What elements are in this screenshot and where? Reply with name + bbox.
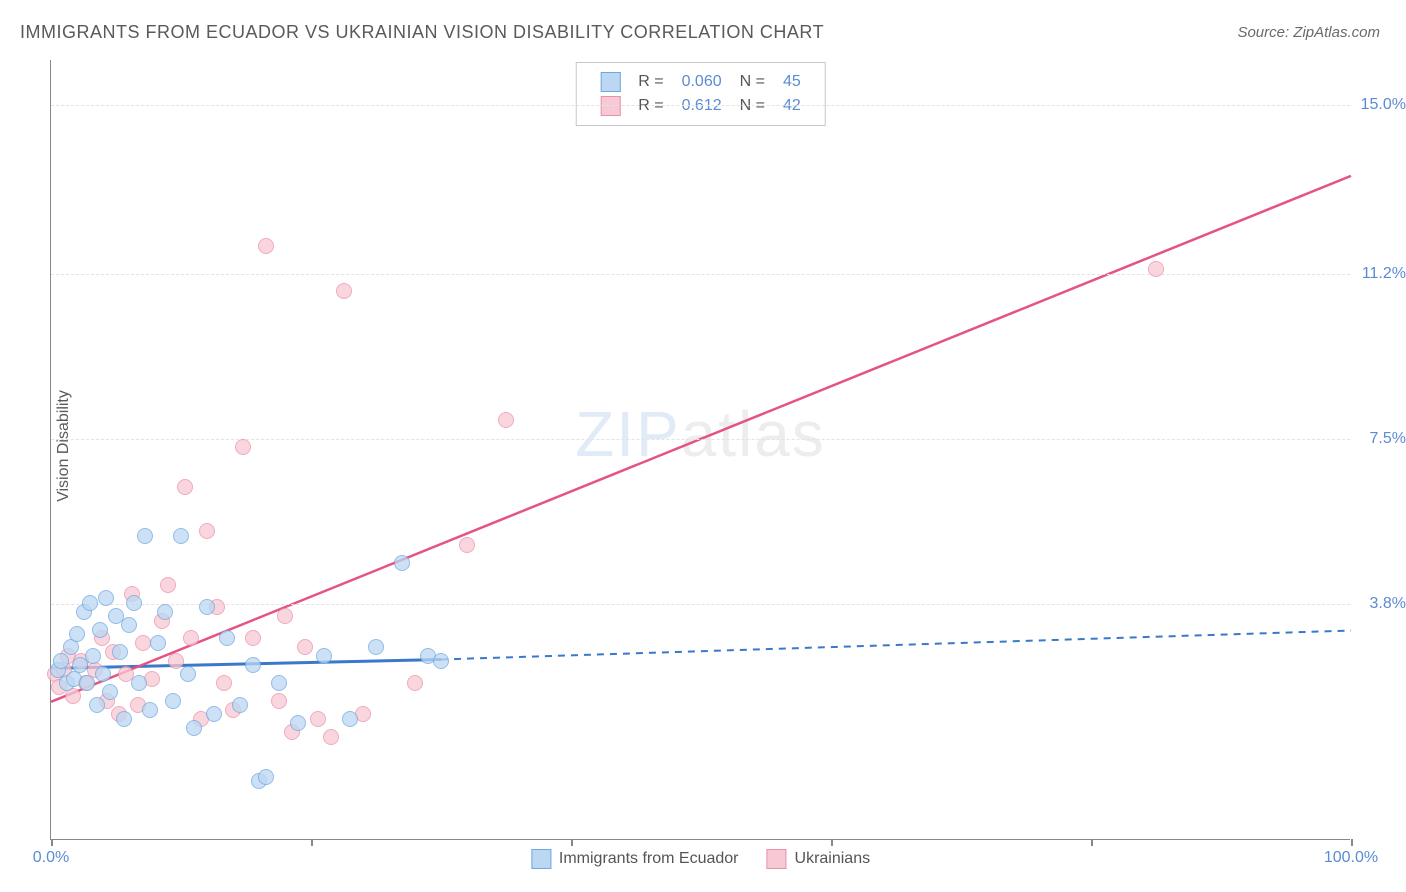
source-attribution: Source: ZipAtlas.com xyxy=(1237,24,1380,41)
point-series-a xyxy=(342,711,358,727)
point-series-a xyxy=(85,648,101,664)
legend-series: Immigrants from Ecuador Ukrainians xyxy=(531,849,870,869)
legend-series-label: Immigrants from Ecuador xyxy=(559,850,739,868)
point-series-a xyxy=(112,644,128,660)
point-series-a xyxy=(219,630,235,646)
point-series-a xyxy=(368,639,384,655)
point-series-b xyxy=(235,439,251,455)
point-series-a xyxy=(290,715,306,731)
point-series-a xyxy=(165,693,181,709)
legend-series-label: Ukrainians xyxy=(795,850,871,868)
x-tick-mark xyxy=(831,839,833,846)
point-series-a xyxy=(69,626,85,642)
point-series-a xyxy=(186,720,202,736)
point-series-a xyxy=(142,702,158,718)
legend-series-item: Immigrants from Ecuador xyxy=(531,849,739,869)
legend-swatch xyxy=(531,849,551,869)
point-series-a xyxy=(116,711,132,727)
point-series-a xyxy=(95,666,111,682)
point-series-a xyxy=(199,599,215,615)
point-series-a xyxy=(394,555,410,571)
point-series-b xyxy=(183,630,199,646)
point-series-b xyxy=(168,653,184,669)
chart-title: IMMIGRANTS FROM ECUADOR VS UKRAINIAN VIS… xyxy=(20,22,824,43)
point-series-a xyxy=(433,653,449,669)
point-series-a xyxy=(53,653,69,669)
point-series-a xyxy=(98,590,114,606)
point-series-b xyxy=(177,479,193,495)
point-series-b xyxy=(498,412,514,428)
y-tick-label: 3.8% xyxy=(1370,595,1406,613)
point-series-b xyxy=(271,693,287,709)
y-tick-label: 11.2% xyxy=(1362,265,1406,283)
point-series-a xyxy=(126,595,142,611)
point-series-a xyxy=(180,666,196,682)
point-series-b xyxy=(407,675,423,691)
x-tick-mark xyxy=(1091,839,1093,846)
gridline-h xyxy=(51,604,1350,605)
point-series-b xyxy=(245,630,261,646)
point-series-a xyxy=(137,528,153,544)
point-series-a xyxy=(102,684,118,700)
x-tick-mark xyxy=(1351,839,1353,846)
point-series-b xyxy=(1148,261,1164,277)
point-series-a xyxy=(258,769,274,785)
point-series-b xyxy=(277,608,293,624)
point-series-b xyxy=(297,639,313,655)
point-series-a xyxy=(82,595,98,611)
point-series-a xyxy=(79,675,95,691)
point-series-b xyxy=(199,523,215,539)
point-series-b xyxy=(160,577,176,593)
point-series-b xyxy=(216,675,232,691)
point-series-b xyxy=(323,729,339,745)
point-series-a xyxy=(92,622,108,638)
point-series-b xyxy=(258,238,274,254)
point-series-a xyxy=(316,648,332,664)
point-series-a xyxy=(150,635,166,651)
point-series-a xyxy=(245,657,261,673)
point-series-a xyxy=(271,675,287,691)
gridline-h xyxy=(51,105,1350,106)
x-tick-mark xyxy=(311,839,313,846)
x-tick-label: 0.0% xyxy=(33,849,69,867)
point-series-a xyxy=(157,604,173,620)
x-tick-mark xyxy=(571,839,573,846)
point-series-a xyxy=(206,706,222,722)
point-series-a xyxy=(173,528,189,544)
point-series-b xyxy=(310,711,326,727)
plot-area: ZIPatlas R = 0.060N = 45R = 0.612N = 42 … xyxy=(50,60,1350,840)
point-series-a xyxy=(131,675,147,691)
x-tick-label: 100.0% xyxy=(1324,849,1378,867)
x-tick-mark xyxy=(51,839,53,846)
y-tick-label: 15.0% xyxy=(1361,96,1406,114)
legend-series-item: Ukrainians xyxy=(767,849,871,869)
legend-swatch xyxy=(767,849,787,869)
y-tick-label: 7.5% xyxy=(1370,430,1406,448)
point-series-a xyxy=(232,697,248,713)
point-series-a xyxy=(121,617,137,633)
point-series-a xyxy=(89,697,105,713)
point-series-b xyxy=(336,283,352,299)
point-series-b xyxy=(459,537,475,553)
